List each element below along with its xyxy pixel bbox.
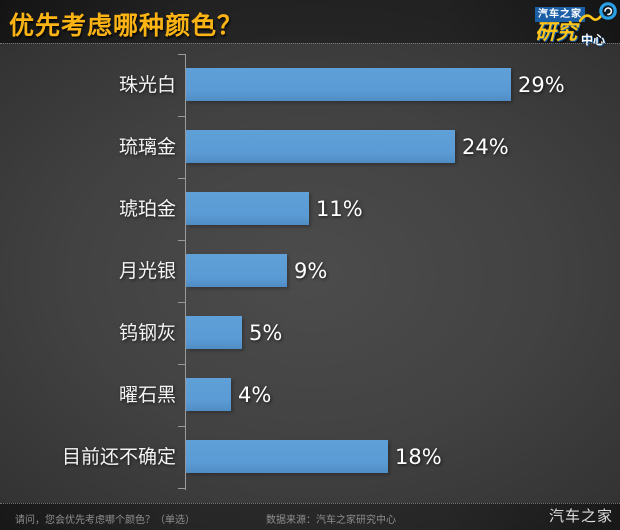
logo-swoosh-icon (579, 2, 617, 23)
bar-row: 月光银 9% (0, 240, 620, 302)
category-label: 琥珀金 (118, 198, 176, 220)
category-label: 月光银 (118, 260, 176, 282)
bar (186, 68, 511, 101)
category-label: 琉璃金 (118, 136, 176, 158)
axis-tick (178, 240, 186, 241)
header-band (0, 0, 620, 43)
value-label: 24% (462, 135, 509, 159)
bar-row: 钨钢灰 5% (0, 302, 620, 364)
bar (186, 316, 242, 349)
survey-question-text: 请问，您会优先考虑哪个颜色？（单选） (15, 515, 195, 526)
logo-brand-text: 汽车之家 (535, 7, 585, 22)
data-source-text: 数据来源：汽车之家研究中心 (266, 515, 396, 526)
axis-tick (178, 302, 186, 303)
autohome-research-logo: 汽车之家 研究 中心 (535, 2, 617, 47)
page-title: 优先考虑哪种颜色？ (9, 11, 244, 40)
axis-tick (178, 116, 186, 117)
category-label: 钨钢灰 (118, 322, 176, 344)
axis-tick (178, 488, 186, 489)
logo-dept-main-text: 研究 (535, 20, 577, 44)
top-divider (0, 43, 620, 44)
bar-row: 琉璃金 24% (0, 116, 620, 178)
value-label: 18% (395, 445, 442, 469)
value-label: 11% (316, 197, 363, 221)
bar (186, 130, 455, 163)
bar-row: 琥珀金 11% (0, 178, 620, 240)
footer-band (0, 503, 620, 530)
bar-chart: 珠光白 29% 琉璃金 24% 琥珀金 11% 月光银 9% 钨钢灰 5% 曜石黑 4% 目前还不确定 1… (0, 54, 620, 490)
logo-dept-sub-text: 中心 (581, 33, 606, 47)
category-label: 目前还不确定 (61, 446, 176, 468)
bar-row: 目前还不确定 18% (0, 426, 620, 488)
bar-row: 珠光白 29% (0, 54, 620, 116)
value-label: 9% (294, 259, 328, 283)
bar (186, 254, 287, 287)
watermark-text: 汽车之家 (548, 507, 613, 525)
category-label: 曜石黑 (118, 384, 176, 406)
axis-tick (178, 364, 186, 365)
logo-brand-row: 汽车之家 (535, 7, 585, 22)
value-label: 29% (518, 73, 565, 97)
bar-row: 曜石黑 4% (0, 364, 620, 426)
bottom-divider (0, 503, 620, 504)
value-label: 4% (238, 383, 272, 407)
axis-tick (178, 54, 186, 55)
value-label: 5% (249, 321, 283, 345)
category-label: 珠光白 (118, 74, 176, 96)
bar (186, 440, 388, 473)
bar (186, 378, 231, 411)
bar (186, 192, 309, 225)
category-axis-line (185, 54, 186, 490)
axis-tick (178, 426, 186, 427)
axis-tick (178, 178, 186, 179)
